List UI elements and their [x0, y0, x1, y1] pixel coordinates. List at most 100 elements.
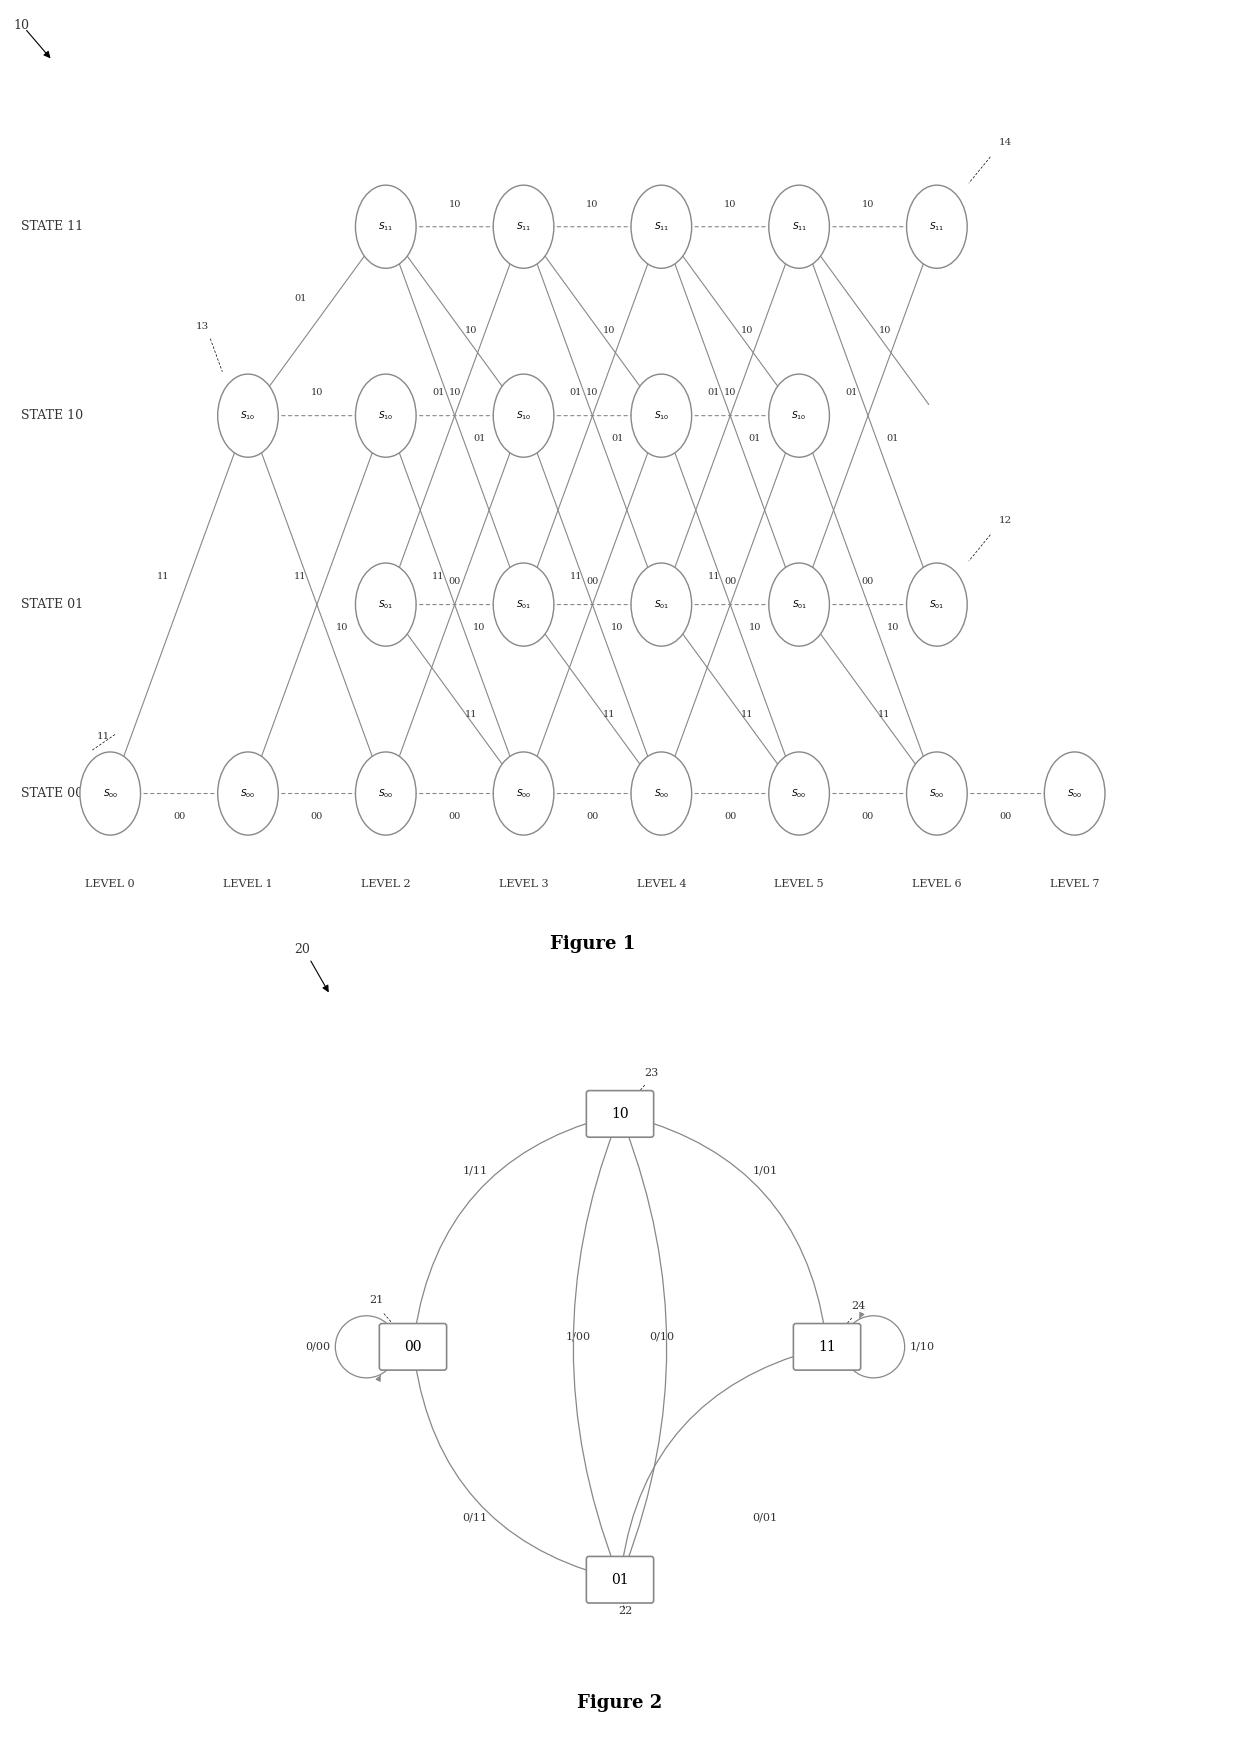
Text: LEVEL 0: LEVEL 0 [86, 879, 135, 888]
Text: 01: 01 [474, 434, 486, 443]
Text: $S_{10}$: $S_{10}$ [378, 410, 393, 422]
FancyArrowPatch shape [620, 1350, 815, 1566]
Text: LEVEL 2: LEVEL 2 [361, 879, 410, 888]
Text: 01: 01 [611, 434, 624, 443]
Circle shape [769, 373, 830, 457]
Text: 11: 11 [818, 1339, 836, 1353]
Circle shape [906, 185, 967, 269]
Text: 0/01: 0/01 [753, 1512, 777, 1523]
Text: 22: 22 [618, 1606, 632, 1617]
Text: 01: 01 [749, 434, 761, 443]
FancyBboxPatch shape [587, 1090, 653, 1137]
Text: 01: 01 [611, 1573, 629, 1587]
Text: $S_{10}$: $S_{10}$ [516, 410, 531, 422]
Circle shape [769, 752, 830, 835]
Text: 00: 00 [449, 577, 461, 586]
Text: 1/11: 1/11 [463, 1165, 487, 1175]
Text: 24: 24 [851, 1301, 866, 1310]
Text: $S_{11}$: $S_{11}$ [929, 220, 945, 234]
Circle shape [79, 752, 140, 835]
Circle shape [218, 752, 278, 835]
Text: 00: 00 [449, 811, 461, 821]
Text: 01: 01 [294, 295, 306, 303]
Text: 11: 11 [878, 710, 890, 719]
Text: $S_{01}$: $S_{01}$ [791, 598, 807, 610]
Text: $S_{00}$: $S_{00}$ [103, 787, 118, 800]
Text: 10: 10 [14, 19, 30, 31]
Text: $S_{10}$: $S_{10}$ [791, 410, 807, 422]
Text: 10: 10 [474, 623, 486, 631]
Text: 01: 01 [887, 434, 899, 443]
Text: 10: 10 [724, 199, 737, 209]
Text: STATE 10: STATE 10 [21, 410, 83, 422]
FancyBboxPatch shape [794, 1324, 861, 1371]
Circle shape [769, 185, 830, 269]
Text: 0/10: 0/10 [649, 1331, 675, 1341]
FancyArrowPatch shape [632, 1116, 827, 1332]
Text: $S_{01}$: $S_{01}$ [653, 598, 668, 610]
Text: LEVEL 7: LEVEL 7 [1050, 879, 1100, 888]
Text: LEVEL 6: LEVEL 6 [913, 879, 962, 888]
Text: 1/10: 1/10 [910, 1341, 935, 1352]
Circle shape [769, 563, 830, 647]
FancyArrowPatch shape [414, 1359, 606, 1578]
Text: 00: 00 [724, 811, 737, 821]
Text: 00: 00 [862, 811, 874, 821]
Text: 12: 12 [999, 516, 1012, 525]
Text: 0/11: 0/11 [463, 1512, 487, 1523]
FancyArrowPatch shape [624, 1125, 667, 1566]
Text: $S_{10}$: $S_{10}$ [653, 410, 670, 422]
Text: 10: 10 [449, 199, 461, 209]
Text: 10: 10 [887, 623, 899, 631]
Circle shape [906, 752, 967, 835]
Text: $S_{01}$: $S_{01}$ [378, 598, 393, 610]
Text: $S_{00}$: $S_{00}$ [241, 787, 255, 800]
Text: 11: 11 [156, 572, 169, 581]
Text: LEVEL 3: LEVEL 3 [498, 879, 548, 888]
Circle shape [494, 373, 554, 457]
Text: 11: 11 [603, 710, 615, 719]
Text: 11: 11 [569, 572, 582, 581]
Text: 11: 11 [294, 572, 306, 581]
Text: 01: 01 [846, 389, 858, 398]
FancyArrowPatch shape [573, 1127, 616, 1568]
Circle shape [631, 752, 692, 835]
Circle shape [906, 563, 967, 647]
Text: $S_{01}$: $S_{01}$ [516, 598, 531, 610]
Text: 00: 00 [404, 1339, 422, 1353]
Circle shape [1044, 752, 1105, 835]
Text: Figure 2: Figure 2 [578, 1693, 662, 1711]
Text: 10: 10 [449, 389, 461, 398]
Text: 00: 00 [174, 811, 185, 821]
Circle shape [356, 752, 417, 835]
Text: 10: 10 [724, 389, 737, 398]
Text: 01: 01 [708, 389, 720, 398]
Text: 10: 10 [603, 326, 615, 335]
Text: 1/00: 1/00 [565, 1331, 591, 1341]
FancyBboxPatch shape [379, 1324, 446, 1371]
Text: $S_{11}$: $S_{11}$ [791, 220, 807, 234]
Text: 10: 10 [749, 623, 761, 631]
Text: 10: 10 [311, 389, 324, 398]
Text: 00: 00 [724, 577, 737, 586]
FancyBboxPatch shape [587, 1556, 653, 1603]
Text: 11: 11 [708, 572, 720, 581]
Text: $S_{01}$: $S_{01}$ [929, 598, 945, 610]
Text: 10: 10 [336, 623, 348, 631]
Text: $S_{11}$: $S_{11}$ [378, 220, 393, 234]
Text: $S_{00}$: $S_{00}$ [1066, 787, 1083, 800]
Text: 10: 10 [740, 326, 753, 335]
Text: LEVEL 1: LEVEL 1 [223, 879, 273, 888]
Text: 10: 10 [878, 326, 890, 335]
Text: LEVEL 5: LEVEL 5 [774, 879, 823, 888]
Circle shape [494, 185, 554, 269]
Text: $S_{11}$: $S_{11}$ [516, 220, 531, 234]
Text: 10: 10 [862, 199, 874, 209]
Circle shape [356, 563, 417, 647]
Text: 11: 11 [465, 710, 477, 719]
Text: STATE 00: STATE 00 [21, 787, 83, 800]
Text: 01: 01 [569, 389, 582, 398]
Text: 10: 10 [587, 199, 599, 209]
Text: 23: 23 [644, 1067, 658, 1078]
Text: $S_{10}$: $S_{10}$ [241, 410, 255, 422]
